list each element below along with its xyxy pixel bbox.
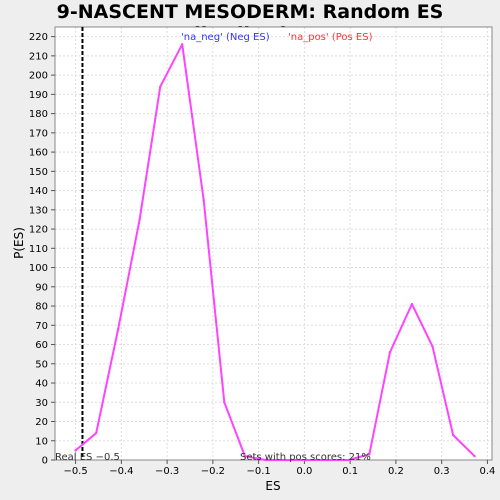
data-point [388,351,392,354]
text-layer: ES P(ES) 'na_neg' (Neg ES) 'na_pos' (Pos… [12,32,373,493]
data-point [264,458,267,462]
x-tick-label: −0.5 [63,466,87,477]
data-point [181,43,184,46]
axes-layer: −0.5 −0.4 −0.3 −0.2 −0.1 0.0 0.1 0.2 0.3 0.4 0 10 20… [29,26,495,477]
y-tick-label: 100 [29,263,48,274]
y-tick-label: 10 [35,436,48,447]
data-point [159,85,162,88]
data-point [223,401,226,404]
x-tick-label: −0.3 [155,466,179,477]
data-point [243,454,247,458]
pos-scores-annotation: Sets with pos scores: 21% [240,452,371,463]
x-tick-label: 0.3 [434,466,450,477]
data-point [368,453,371,456]
data-point [116,327,120,331]
legend-entry-pos-es: 'na_pos' (Pos ES) [288,32,373,43]
x-tick-label: 0.2 [388,466,404,477]
y-tick-label: 220 [29,32,48,43]
data-point [74,449,77,452]
x-tick-label: 0.4 [479,466,495,477]
y-tick-label: 120 [29,225,48,236]
y-tick-label: 140 [29,186,48,197]
x-tick-label: −0.1 [246,466,270,477]
data-point [347,458,350,462]
x-tick-label: −0.4 [109,466,133,477]
y-tick-label: 180 [29,109,48,120]
data-point [451,433,455,437]
y-tick-label: 0 [42,456,48,467]
y-tick-label: 110 [29,244,48,255]
y-tick-label: 130 [29,205,48,216]
y-tick-label: 50 [35,359,48,370]
marks-layer [74,27,476,462]
y-tick-label: 200 [29,71,48,82]
data-point [202,199,205,202]
x-tick-label: 0.0 [296,466,312,477]
y-tick-label: 190 [29,90,48,101]
y-tick-label: 210 [29,51,48,62]
y-tick-label: 80 [35,302,48,313]
y-tick-label: 60 [35,340,48,351]
y-tick-label: 30 [35,398,48,409]
y-tick-label: 90 [35,282,48,293]
y-tick-label: 150 [29,167,48,178]
y-axis-label: P(ES) [12,227,26,259]
legend-entry-neg-es: 'na_neg' (Neg ES) [181,32,270,43]
y-tick-label: 70 [35,321,48,332]
data-point [94,431,98,435]
data-point [305,458,308,462]
y-tick-label: 160 [29,148,48,159]
real-es-label: Real ES −0.5 [55,452,120,463]
y-tick-label: 20 [35,417,48,428]
y-tick-label: 40 [35,379,48,390]
data-point [473,454,476,458]
plot-area-background [55,27,492,460]
data-point [431,345,434,348]
x-tick-label: −0.2 [201,466,225,477]
data-point [410,302,414,306]
data-point [284,458,288,462]
data-point [326,458,329,462]
x-axis-label: ES [265,479,280,493]
data-point [138,218,141,221]
x-tick-label: 0.1 [342,466,358,477]
y-tick-label: 170 [29,128,48,139]
series-line-pos-es [244,303,476,461]
